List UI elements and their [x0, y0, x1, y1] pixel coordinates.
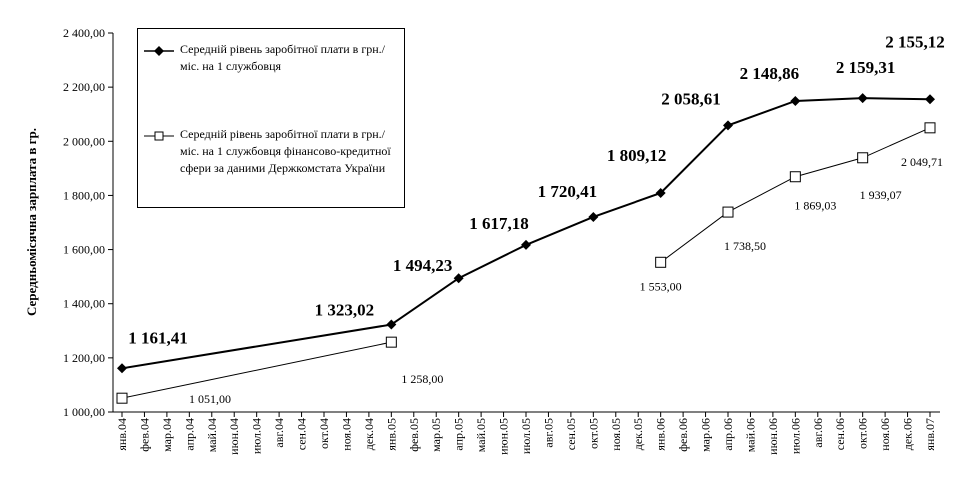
x-tick-label: сен.06: [833, 418, 847, 450]
data-label: 2 148,86: [740, 64, 800, 83]
x-tick-label: май.05: [474, 418, 488, 452]
data-label: 1 161,41: [128, 328, 188, 347]
data-label: 1 051,00: [189, 392, 231, 406]
data-point: [790, 95, 801, 106]
data-point: [857, 152, 869, 164]
y-tick-label: 2 400,00: [63, 26, 105, 40]
x-tick-label: май.06: [743, 418, 757, 452]
data-label: 2 159,31: [836, 58, 896, 77]
data-point: [789, 171, 801, 183]
data-label: 1 494,23: [393, 256, 453, 275]
y-tick-label: 1 200,00: [63, 351, 105, 365]
x-tick-label: янв.07: [923, 418, 937, 451]
data-label: 1 939,07: [860, 188, 902, 202]
data-label: 1 809,12: [607, 146, 667, 165]
data-point: [722, 206, 734, 218]
data-label: 2 049,71: [901, 155, 943, 169]
y-tick-label: 2 000,00: [63, 134, 105, 148]
data-point: [857, 93, 868, 104]
x-tick-label: ноя.04: [339, 418, 353, 451]
data-label: 1 258,00: [401, 372, 443, 386]
x-tick-label: ноя.05: [609, 418, 623, 451]
x-tick-label: дек.05: [631, 418, 645, 450]
data-point: [723, 120, 733, 131]
x-tick-label: мар.05: [429, 418, 443, 452]
x-tick-label: июн.05: [497, 418, 511, 455]
series-line: [121, 341, 392, 399]
x-tick-label: янв.04: [115, 418, 129, 451]
y-tick-label: 2 200,00: [63, 80, 105, 94]
y-tick-label: 1 400,00: [63, 297, 105, 311]
x-tick-label: фев.04: [137, 418, 151, 452]
x-tick-label: апр.04: [182, 418, 196, 451]
x-tick-label: апр.05: [452, 418, 466, 451]
legend-symbols: [144, 46, 174, 141]
x-tick-label: фев.06: [676, 418, 690, 452]
legend: Середній рівень заробітної плати в грн./…: [137, 28, 405, 208]
data-point: [385, 336, 397, 348]
data-point: [386, 319, 397, 330]
x-tick-label: апр.06: [721, 418, 735, 451]
legend-label: Середній рівень заробітної плати в грн./…: [180, 42, 386, 73]
data-point: [521, 239, 531, 250]
legend-marker: [154, 131, 164, 141]
data-point: [116, 392, 128, 404]
x-tick-label: июн.04: [227, 418, 241, 455]
x-tick-label: май.04: [205, 418, 219, 452]
data-label: 1 738,50: [724, 239, 766, 253]
y-tick-label: 1 800,00: [63, 188, 105, 202]
x-tick-label: окт.04: [317, 418, 331, 449]
x-tick-label: фев.05: [407, 418, 421, 452]
data-label: 2 155,12: [885, 32, 945, 51]
data-label: 1 869,03: [794, 199, 836, 213]
y-axis-title: Середньомісячна зарплата в гр.: [24, 128, 39, 316]
x-tick-label: июл.05: [519, 418, 533, 454]
data-label: 2 058,61: [661, 89, 721, 108]
legend-label: Середній рівень заробітної плати в грн./…: [180, 127, 391, 175]
data-point: [655, 256, 667, 268]
x-tick-label: дек.04: [362, 418, 376, 450]
data-point: [655, 187, 666, 198]
x-tick-label: сен.04: [295, 418, 309, 450]
x-tick-label: авг.05: [541, 418, 555, 448]
x-tick-label: янв.05: [384, 418, 398, 451]
x-tick-label: мар.06: [699, 418, 713, 452]
x-tick-label: авг.06: [811, 418, 825, 448]
data-point: [588, 211, 599, 222]
data-label: 1 553,00: [640, 279, 682, 293]
x-tick-label: июл.04: [250, 418, 264, 454]
x-tick-label: окт.06: [856, 418, 870, 449]
data-label: 1 617,18: [469, 214, 529, 233]
y-tick-label: 1 600,00: [63, 243, 105, 257]
data-label: 1 720,41: [538, 182, 598, 201]
data-point: [925, 94, 935, 105]
legend-marker: [154, 46, 164, 56]
y-tick-label: 1 000,00: [63, 405, 105, 419]
x-tick-label: дек.06: [901, 418, 915, 450]
x-tick-label: сен.05: [564, 418, 578, 450]
x-tick-label: окт.05: [586, 418, 600, 449]
x-tick-label: июн.06: [766, 418, 780, 455]
x-tick-label: июл.06: [788, 418, 802, 454]
data-point: [117, 363, 127, 374]
x-tick-label: янв.06: [654, 418, 668, 451]
data-label: 1 323,02: [315, 301, 375, 320]
x-tick-label: ноя.06: [878, 418, 892, 451]
x-tick-label: мар.04: [160, 418, 174, 452]
data-point: [924, 122, 936, 134]
series-line: [121, 97, 931, 370]
x-tick-label: авг.04: [272, 418, 286, 448]
data-point: [453, 273, 464, 284]
